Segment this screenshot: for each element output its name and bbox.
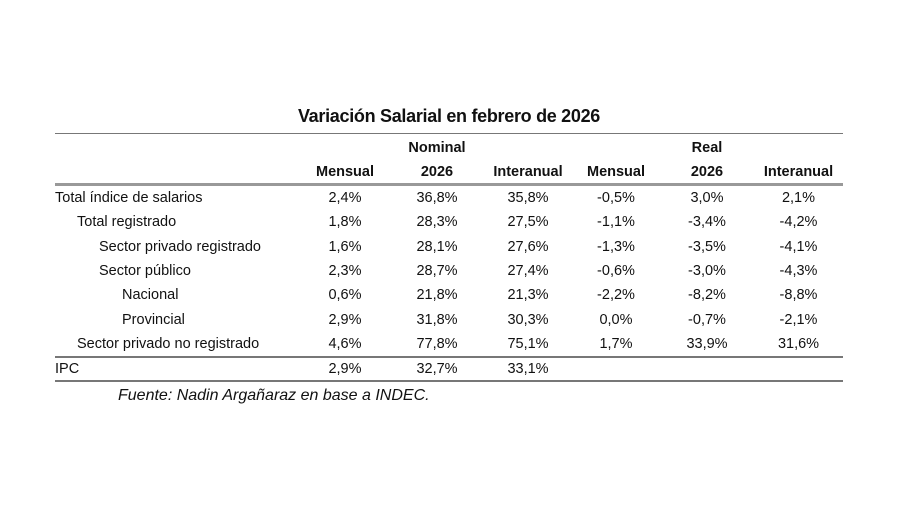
table-row: Total registrado 1,8% 28,3% 27,5% -1,1% -3,4%… bbox=[55, 211, 843, 233]
row-label: Sector público bbox=[99, 262, 191, 279]
cell: 31,6% bbox=[777, 335, 820, 352]
cell: 77,8% bbox=[416, 335, 458, 352]
row-label: Sector privado registrado bbox=[99, 238, 261, 255]
group-header-row: Nominal Real bbox=[55, 137, 843, 159]
cell: 2,3% bbox=[328, 262, 362, 279]
cell: 2,1% bbox=[781, 190, 816, 206]
cell: 1,6% bbox=[328, 238, 362, 255]
header-nominal: Nominal bbox=[408, 140, 466, 156]
cell: -3,4% bbox=[688, 214, 726, 231]
row-label: Nacional bbox=[122, 287, 179, 304]
table-row-ipc: IPC 2,9% 32,7% 33,1% bbox=[55, 358, 843, 380]
cell: 21,8% bbox=[416, 287, 458, 304]
cell: -2,1% bbox=[779, 311, 818, 328]
cell: 3,0% bbox=[690, 190, 724, 206]
cell: 2,9% bbox=[328, 361, 362, 377]
cell: 30,3% bbox=[507, 311, 549, 328]
cell: 28,1% bbox=[416, 238, 458, 255]
column-header: 2026 bbox=[420, 164, 454, 180]
top-rule bbox=[55, 133, 843, 134]
cell: -4,2% bbox=[779, 214, 818, 231]
row-label: Total índice de salarios bbox=[55, 190, 203, 206]
column-header: Interanual bbox=[493, 164, 563, 180]
cell: -0,6% bbox=[597, 262, 635, 279]
cell: 4,6% bbox=[328, 335, 362, 352]
cell: 28,3% bbox=[416, 214, 458, 231]
cell: -8,2% bbox=[688, 287, 726, 304]
table-row: Total índice de salarios 2,4% 36,8% 35,8% -0… bbox=[55, 187, 843, 209]
header-real: Real bbox=[691, 140, 723, 156]
ipc-top-rule bbox=[55, 356, 843, 358]
table-row: Provincial 2,9% 31,8% 30,3% 0,0% -0,7% -2,1% bbox=[55, 309, 843, 331]
cell: 0,0% bbox=[599, 311, 633, 328]
table-row: Sector privado registrado 1,6% 28,1% 27,6% -… bbox=[55, 236, 843, 258]
cell: 27,4% bbox=[507, 262, 549, 279]
row-label: Total registrado bbox=[77, 214, 177, 231]
column-header-row: Mensual 2026 Interanual Mensual 2026 Int… bbox=[55, 161, 843, 183]
row-label: Sector privado no registrado bbox=[77, 335, 260, 352]
cell: 35,8% bbox=[507, 190, 549, 206]
cell: -0,7% bbox=[688, 311, 726, 328]
bottom-rule bbox=[55, 380, 843, 382]
row-label: Provincial bbox=[122, 311, 185, 328]
table-title: Variación Salarial en febrero de 2026 bbox=[297, 106, 601, 126]
cell: -8,8% bbox=[779, 287, 818, 304]
cell: 1,8% bbox=[328, 214, 362, 231]
cell: 27,6% bbox=[507, 238, 549, 255]
cell: -3,5% bbox=[688, 238, 726, 255]
cell: -4,3% bbox=[779, 262, 818, 279]
table-row: Nacional 0,6% 21,8% 21,3% -2,2% -8,2% -8,8% bbox=[55, 284, 843, 306]
column-header: Mensual bbox=[586, 164, 645, 180]
row-label: IPC bbox=[55, 361, 80, 377]
header-rule bbox=[55, 183, 843, 186]
table-row: Sector público 2,3% 28,7% 27,4% -0,6% -3,0% -4… bbox=[55, 260, 843, 282]
cell: -3,0% bbox=[688, 262, 726, 279]
cell: 31,8% bbox=[416, 311, 458, 328]
cell: -2,2% bbox=[597, 287, 635, 304]
cell: 21,3% bbox=[507, 287, 549, 304]
cell: 36,8% bbox=[416, 190, 458, 206]
cell: 28,7% bbox=[416, 262, 458, 279]
cell: 1,7% bbox=[599, 335, 633, 352]
cell: 33,1% bbox=[507, 361, 549, 377]
column-header: 2026 bbox=[690, 164, 724, 180]
column-header: Interanual bbox=[763, 164, 834, 180]
cell: -1,3% bbox=[597, 238, 635, 255]
cell: -4,1% bbox=[779, 238, 818, 255]
table-row: Sector privado no registrado 4,6% 77,8% 75,… bbox=[55, 333, 843, 355]
cell: 2,4% bbox=[328, 190, 362, 206]
source-note: Fuente: Nadin Argañaraz en base a INDEC. bbox=[118, 387, 430, 404]
cell: -0,5% bbox=[597, 190, 635, 206]
cell: 75,1% bbox=[507, 335, 549, 352]
cell: 2,9% bbox=[328, 311, 362, 328]
column-header: Mensual bbox=[315, 164, 374, 180]
cell: 33,9% bbox=[686, 335, 728, 352]
cell: 32,7% bbox=[416, 361, 458, 377]
cell: -1,1% bbox=[597, 214, 635, 231]
cell: 27,5% bbox=[507, 214, 549, 231]
cell: 0,6% bbox=[328, 287, 362, 304]
